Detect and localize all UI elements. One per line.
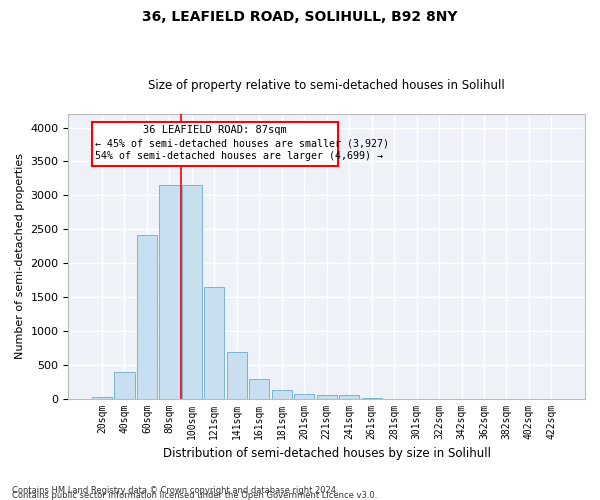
Bar	[294, 394, 314, 398]
Bar	[159, 185, 179, 398]
Y-axis label: Number of semi-detached properties: Number of semi-detached properties	[15, 154, 25, 360]
Bar	[137, 234, 157, 398]
Text: 54% of semi-detached houses are larger (4,699) →: 54% of semi-detached houses are larger (…	[95, 152, 383, 162]
Text: 36 LEAFIELD ROAD: 87sqm: 36 LEAFIELD ROAD: 87sqm	[143, 125, 287, 135]
Text: ← 45% of semi-detached houses are smaller (3,927): ← 45% of semi-detached houses are smalle…	[95, 138, 389, 148]
Bar	[92, 396, 112, 398]
Bar	[115, 372, 134, 398]
Bar	[272, 390, 292, 398]
Bar	[317, 395, 337, 398]
Bar	[249, 379, 269, 398]
Text: Contains public sector information licensed under the Open Government Licence v3: Contains public sector information licen…	[12, 491, 377, 500]
Bar	[339, 395, 359, 398]
Title: Size of property relative to semi-detached houses in Solihull: Size of property relative to semi-detach…	[148, 79, 505, 92]
Bar	[227, 352, 247, 399]
Bar	[92, 122, 338, 166]
Text: 36, LEAFIELD ROAD, SOLIHULL, B92 8NY: 36, LEAFIELD ROAD, SOLIHULL, B92 8NY	[142, 10, 458, 24]
Bar	[182, 185, 202, 398]
Text: Contains HM Land Registry data © Crown copyright and database right 2024.: Contains HM Land Registry data © Crown c…	[12, 486, 338, 495]
X-axis label: Distribution of semi-detached houses by size in Solihull: Distribution of semi-detached houses by …	[163, 447, 491, 460]
Bar	[204, 288, 224, 399]
